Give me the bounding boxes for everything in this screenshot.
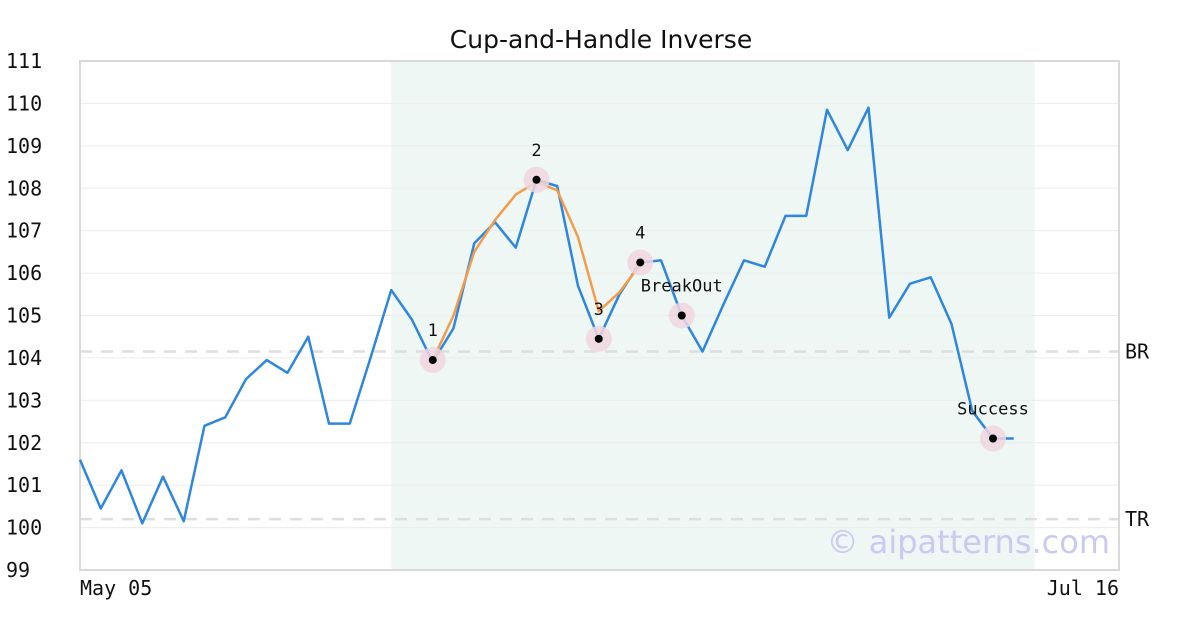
y-tick-label: 107	[6, 219, 42, 243]
y-tick-label: 100	[6, 516, 42, 540]
level-lines: BR TR	[80, 340, 1150, 531]
y-tick-label: 101	[6, 473, 42, 497]
key-point-marker	[636, 258, 645, 267]
y-tick-label: 102	[6, 431, 42, 455]
y-tick-label: 111	[6, 49, 42, 73]
level-label: BR	[1125, 340, 1150, 364]
x-tick-label: Jul 16	[1047, 576, 1119, 600]
watermark: © aipatterns.com	[827, 523, 1110, 561]
level-label: TR	[1125, 507, 1150, 531]
y-tick-label: 108	[6, 176, 42, 200]
y-tick-label: 106	[6, 261, 42, 285]
y-tick-label: 103	[6, 388, 42, 412]
key-points: 1 2 3 4 BreakOut Success	[419, 141, 1029, 452]
y-tick-label: 110	[6, 91, 42, 115]
x-tick-label: May 05	[80, 576, 152, 600]
x-axis-ticks: May 05 Jul 16	[80, 576, 1119, 600]
grid-lines	[80, 60, 1119, 571]
key-point-label: 3	[594, 300, 604, 320]
chart-title: Cup-and-Handle Inverse	[450, 25, 752, 54]
y-axis-ticks: 99 100 101 102 103 104 105 106 107 108 109 110 111	[6, 49, 42, 582]
key-point-marker	[677, 311, 686, 320]
key-point-marker	[428, 356, 437, 365]
key-point-label: 2	[531, 141, 541, 161]
y-tick-label: 105	[6, 304, 42, 328]
key-point-label: 1	[428, 321, 438, 341]
key-point-marker	[989, 434, 997, 443]
plot-frame	[79, 60, 1120, 571]
key-point-marker	[594, 334, 603, 343]
y-tick-label: 109	[6, 134, 42, 158]
y-tick-label: 99	[6, 558, 30, 582]
key-point-label: Success	[957, 400, 1029, 420]
key-point-label: BreakOut	[641, 277, 723, 297]
key-point-marker	[532, 175, 541, 184]
y-tick-label: 104	[6, 346, 42, 370]
key-point-label: 4	[635, 223, 645, 243]
